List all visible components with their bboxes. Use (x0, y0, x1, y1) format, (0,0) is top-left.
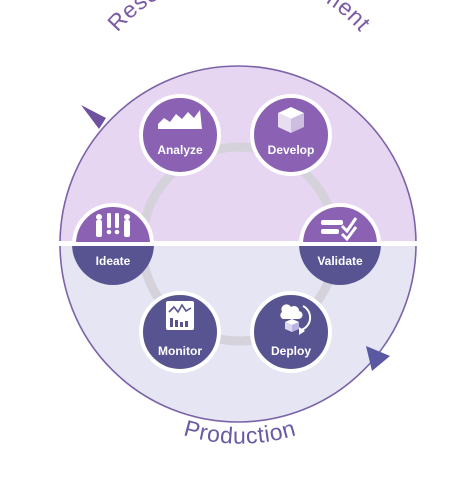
research-arc-label: Research & Development (102, 0, 376, 36)
node-validate[interactable]: Validate (299, 203, 381, 285)
node-label-deploy: Deploy (271, 344, 311, 358)
node-monitor[interactable]: Monitor (139, 291, 221, 373)
cloud-cycle-icon (280, 304, 312, 335)
production-arrow-icon (366, 346, 390, 371)
research-arrow-icon (81, 105, 106, 129)
node-label-ideate: Ideate (96, 254, 131, 268)
node-ideate[interactable]: Ideate (72, 203, 154, 285)
ideas-icon (96, 213, 130, 237)
node-label-monitor: Monitor (158, 344, 202, 358)
node-develop[interactable]: Develop (250, 94, 332, 176)
node-analyze[interactable]: Analyze (139, 94, 221, 176)
node-label-analyze: Analyze (157, 143, 203, 157)
dashboard-icon (166, 301, 194, 330)
node-deploy[interactable]: Deploy (250, 291, 332, 373)
checklist-icon (321, 217, 358, 242)
section-divider (58, 241, 418, 246)
node-label-validate: Validate (317, 254, 363, 268)
line-chart-icon (158, 110, 202, 129)
cube-icon (278, 107, 304, 133)
node-label-develop: Develop (268, 143, 315, 157)
